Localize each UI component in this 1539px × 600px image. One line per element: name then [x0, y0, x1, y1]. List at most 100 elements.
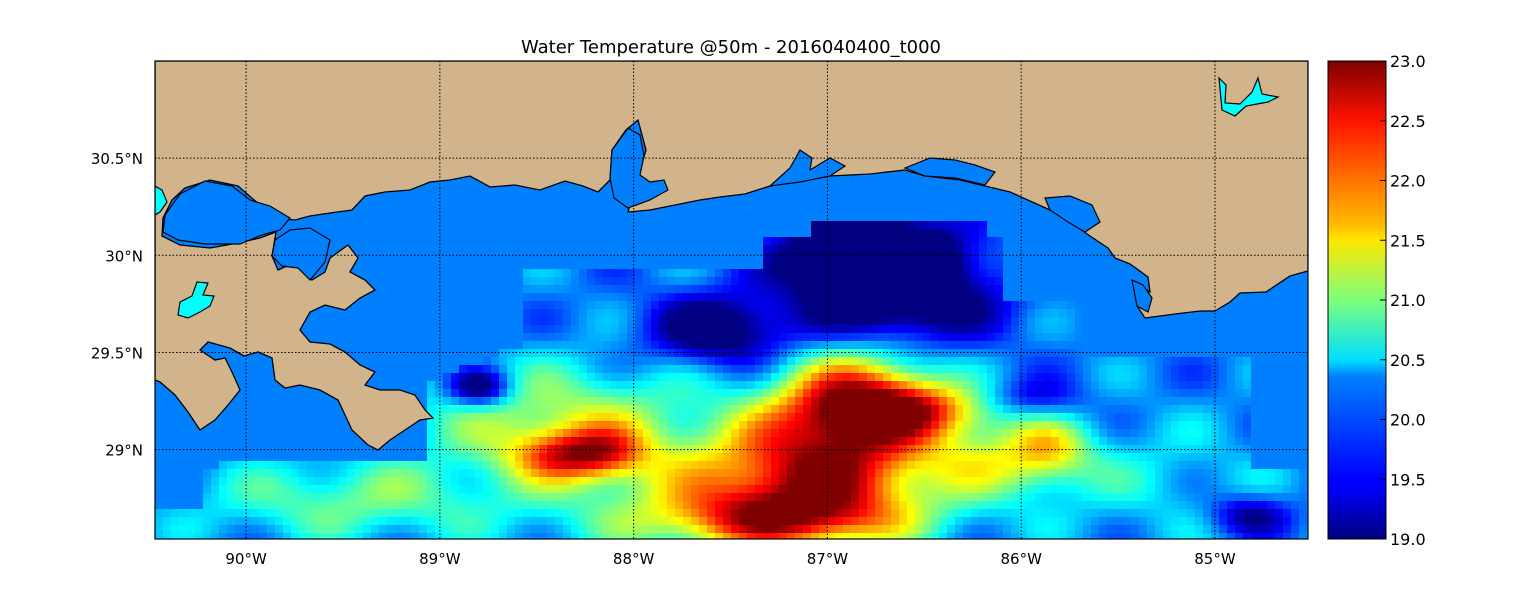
temperature-cell [723, 509, 731, 517]
temperature-cell [691, 501, 699, 509]
temperature-cell [963, 397, 971, 405]
temperature-cell [555, 453, 563, 461]
temperature-cell [1139, 517, 1147, 525]
temperature-cell [563, 525, 571, 533]
temperature-cell [939, 429, 947, 437]
temperature-cell [1043, 509, 1051, 517]
longitude-tick-label: 87°W [807, 550, 849, 568]
temperature-cell [1003, 477, 1011, 485]
temperature-cell [947, 509, 955, 517]
temperature-cell [1179, 413, 1187, 421]
temperature-cell [411, 533, 419, 539]
temperature-cell [987, 517, 995, 525]
temperature-cell [811, 429, 819, 437]
temperature-cell [659, 365, 667, 373]
temperature-cell [899, 525, 907, 533]
temperature-cell [499, 445, 507, 453]
temperature-cell [787, 397, 795, 405]
temperature-cell [795, 405, 803, 413]
temperature-cell [827, 285, 835, 293]
temperature-cell [251, 533, 259, 539]
temperature-cell [707, 269, 715, 277]
temperature-cell [731, 453, 739, 461]
temperature-cell [779, 405, 787, 413]
temperature-cell [1155, 533, 1163, 539]
temperature-cell [1291, 501, 1299, 509]
temperature-cell [1243, 493, 1251, 501]
temperature-cell [1107, 477, 1115, 485]
temperature-cell [1203, 469, 1211, 477]
temperature-cell [763, 309, 771, 317]
temperature-cell [627, 373, 635, 381]
temperature-cell [811, 405, 819, 413]
temperature-cell [1035, 405, 1043, 413]
temperature-cell [531, 525, 539, 533]
temperature-cell [875, 509, 883, 517]
temperature-cell [955, 285, 963, 293]
temperature-cell [1059, 501, 1067, 509]
temperature-cell [859, 421, 867, 429]
temperature-cell [747, 445, 755, 453]
temperature-cell [411, 461, 419, 469]
temperature-cell [755, 421, 763, 429]
temperature-cell [1187, 477, 1195, 485]
temperature-cell [875, 277, 883, 285]
temperature-cell [715, 461, 723, 469]
temperature-cell [947, 245, 955, 253]
temperature-cell [699, 437, 707, 445]
temperature-cell [355, 509, 363, 517]
temperature-cell [787, 365, 795, 373]
temperature-cell [779, 525, 787, 533]
temperature-cell [299, 493, 307, 501]
temperature-cell [691, 365, 699, 373]
temperature-cell [595, 301, 603, 309]
temperature-cell [1019, 413, 1027, 421]
temperature-cell [227, 477, 235, 485]
temperature-cell [1147, 517, 1155, 525]
temperature-cell [1115, 485, 1123, 493]
temperature-cell [787, 461, 795, 469]
temperature-cell [755, 325, 763, 333]
temperature-cell [779, 381, 787, 389]
temperature-cell [523, 413, 531, 421]
temperature-cell [1035, 389, 1043, 397]
temperature-cell [659, 389, 667, 397]
temperature-cell [1051, 325, 1059, 333]
temperature-cell [227, 517, 235, 525]
temperature-cell [859, 381, 867, 389]
temperature-cell [1179, 525, 1187, 533]
temperature-cell [563, 445, 571, 453]
temperature-cell [963, 501, 971, 509]
temperature-cell [1219, 517, 1227, 525]
temperature-cell [619, 301, 627, 309]
temperature-cell [219, 533, 227, 539]
temperature-cell [1115, 365, 1123, 373]
temperature-cell [427, 429, 435, 437]
temperature-cell [523, 325, 531, 333]
temperature-cell [931, 245, 939, 253]
temperature-cell [1283, 477, 1291, 485]
temperature-cell [563, 397, 571, 405]
temperature-cell [499, 453, 507, 461]
temperature-cell [643, 341, 651, 349]
temperature-cell [947, 493, 955, 501]
temperature-cell [1251, 525, 1259, 533]
temperature-cell [715, 509, 723, 517]
temperature-cell [1011, 413, 1019, 421]
temperature-cell [747, 341, 755, 349]
temperature-cell [275, 485, 283, 493]
temperature-cell [563, 309, 571, 317]
temperature-cell [827, 293, 835, 301]
temperature-cell [451, 533, 459, 539]
temperature-cell [1227, 453, 1235, 461]
temperature-cell [1019, 485, 1027, 493]
temperature-cell [699, 341, 707, 349]
temperature-cell [803, 485, 811, 493]
temperature-cell [691, 509, 699, 517]
temperature-cell [827, 365, 835, 373]
temperature-cell [651, 429, 659, 437]
temperature-cell [515, 445, 523, 453]
temperature-cell [443, 405, 451, 413]
temperature-cell [619, 285, 627, 293]
temperature-cell [1187, 405, 1195, 413]
